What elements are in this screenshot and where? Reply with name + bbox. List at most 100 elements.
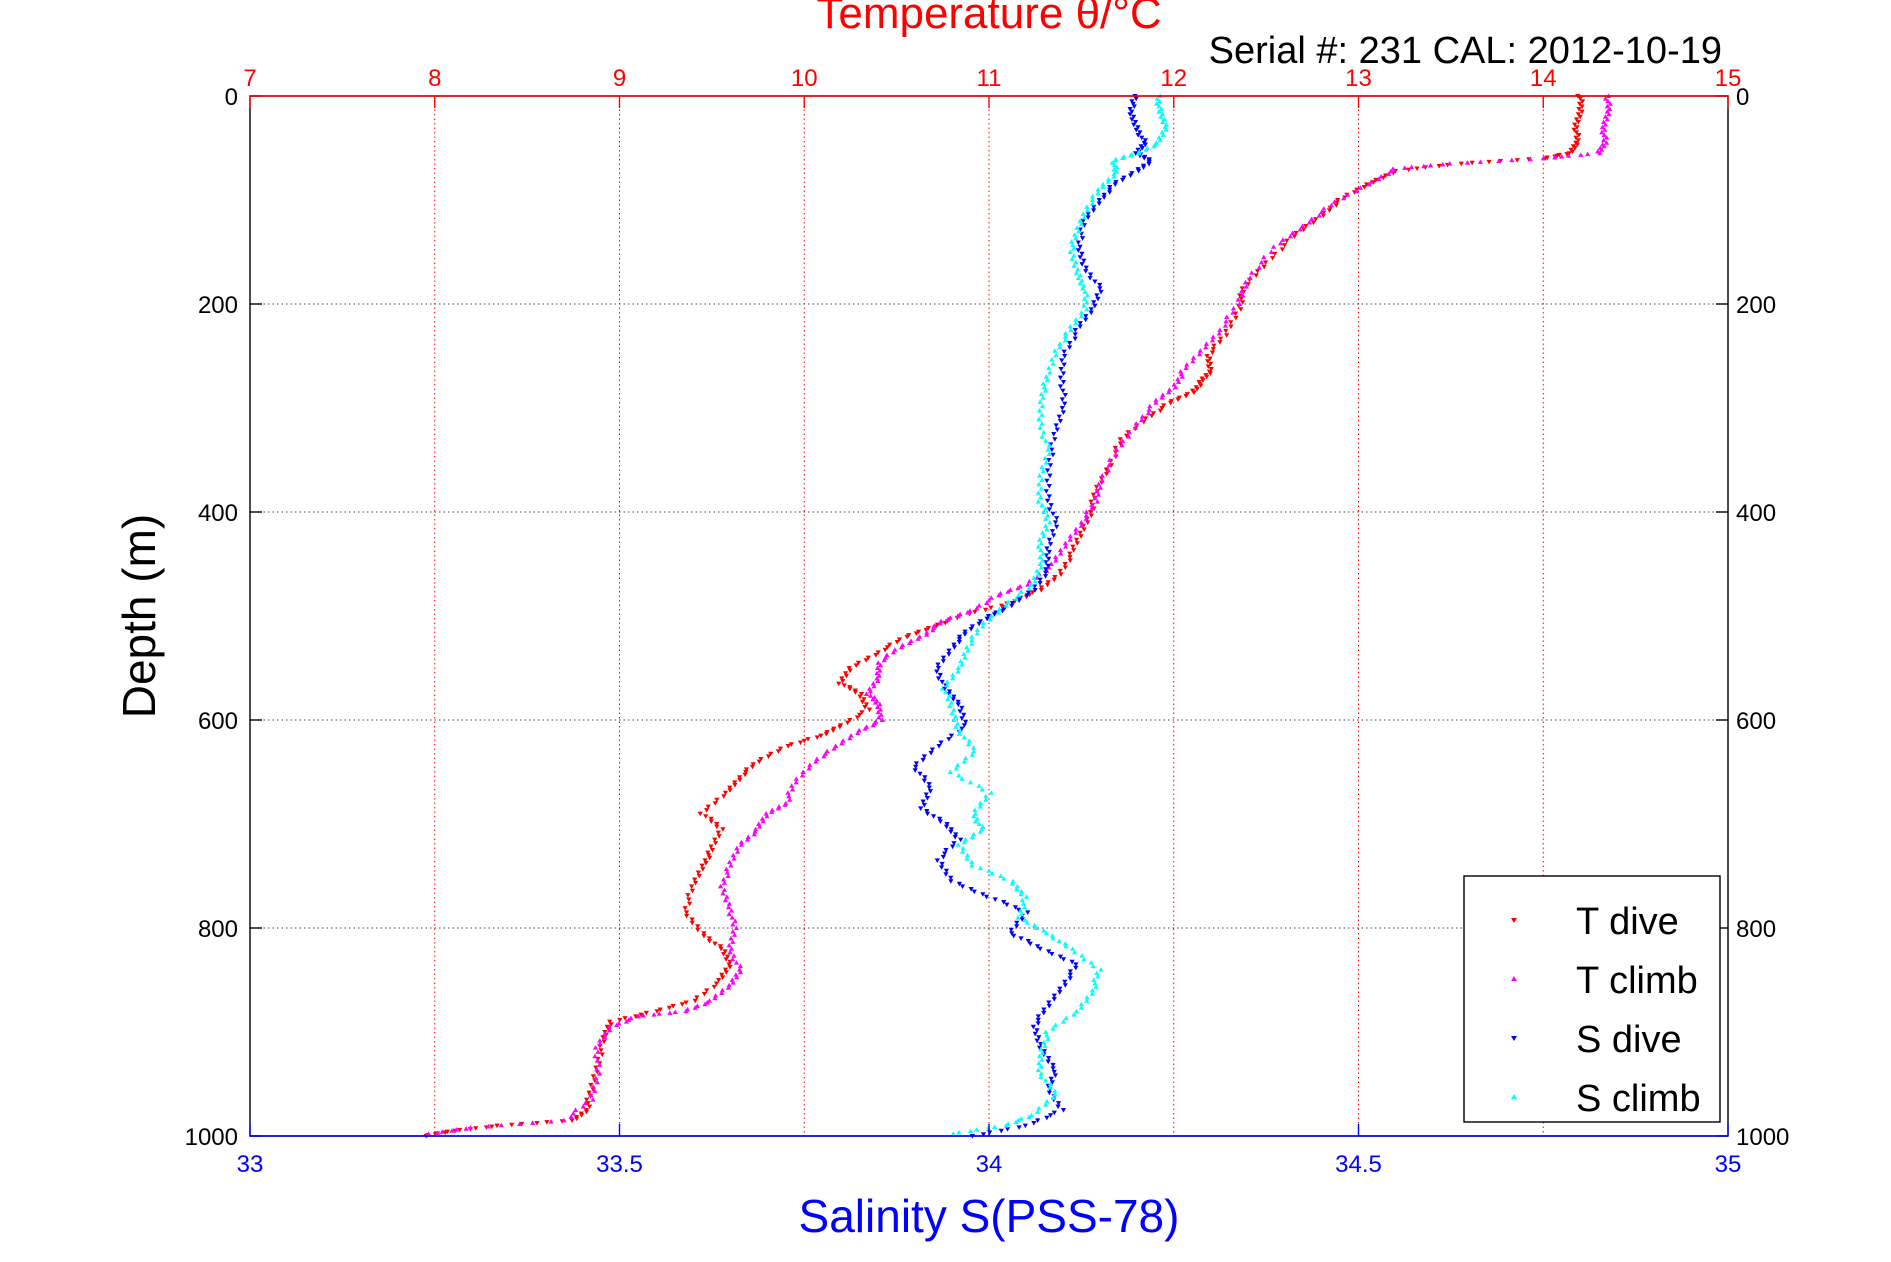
data-point	[1025, 590, 1032, 596]
data-point	[1081, 258, 1087, 264]
data-point	[1036, 1035, 1042, 1040]
data-point	[544, 1120, 550, 1125]
data-point	[1039, 502, 1045, 508]
depth-tick-label-right: 1000	[1736, 1124, 1789, 1151]
data-point	[1089, 502, 1095, 508]
data-point	[623, 1019, 630, 1024]
data-point	[1390, 166, 1396, 171]
data-point	[1132, 425, 1139, 430]
data-point	[1077, 244, 1083, 250]
data-point	[959, 705, 965, 711]
data-point	[724, 954, 731, 960]
data-point	[1160, 392, 1166, 397]
data-point	[1109, 160, 1115, 165]
data-point	[1318, 209, 1325, 215]
data-point	[1004, 1127, 1011, 1132]
data-point	[1211, 343, 1217, 349]
data-point	[986, 868, 992, 873]
data-point	[1183, 393, 1189, 399]
data-point	[1089, 505, 1095, 511]
data-point	[967, 1128, 974, 1134]
data-point	[738, 842, 744, 847]
data-point	[996, 606, 1003, 612]
data-point	[602, 1031, 608, 1036]
data-point	[756, 759, 762, 765]
data-point	[731, 856, 737, 861]
data-point	[683, 910, 690, 915]
data-point	[1087, 272, 1094, 278]
data-point	[734, 845, 740, 851]
temperature-tick-label: 13	[1345, 65, 1372, 92]
data-point	[1190, 355, 1197, 360]
data-point	[813, 759, 819, 764]
data-point	[1183, 365, 1189, 371]
data-point	[787, 797, 793, 802]
data-point	[1238, 296, 1244, 302]
data-point	[1112, 157, 1118, 163]
data-point	[1025, 939, 1031, 944]
data-point	[858, 692, 865, 697]
data-point	[799, 772, 805, 778]
data-point	[1050, 452, 1056, 458]
data-point	[1335, 198, 1341, 203]
data-point	[1047, 1113, 1054, 1118]
data-point	[1084, 998, 1090, 1003]
data-point	[1160, 132, 1166, 137]
y-axis-label: Depth (m)	[113, 514, 165, 718]
data-point	[1205, 364, 1211, 369]
data-point	[937, 620, 943, 626]
data-point	[1009, 881, 1016, 886]
data-point	[1604, 116, 1610, 122]
data-point	[1044, 1115, 1050, 1121]
data-point	[939, 679, 945, 685]
data-point	[712, 995, 718, 1001]
data-point	[1037, 581, 1043, 586]
data-point	[1036, 1053, 1043, 1059]
data-point	[1040, 468, 1046, 474]
data-point	[1176, 379, 1182, 384]
data-point	[667, 1010, 673, 1015]
data-point	[921, 754, 927, 759]
data-point	[689, 888, 696, 894]
data-point	[1043, 930, 1049, 936]
data-point	[1003, 1123, 1009, 1128]
data-point	[1039, 477, 1045, 482]
data-point	[961, 651, 967, 657]
data-point	[971, 813, 977, 819]
data-point	[878, 712, 884, 717]
data-point	[956, 637, 963, 642]
data-point	[805, 737, 811, 742]
data-point	[1256, 265, 1262, 270]
data-point	[1028, 582, 1035, 587]
data-point	[1114, 164, 1120, 170]
data-point	[955, 762, 961, 768]
data-point	[729, 956, 736, 962]
data-point	[1120, 177, 1126, 183]
data-point	[1108, 463, 1115, 468]
data-point	[1078, 313, 1084, 319]
data-point	[1047, 473, 1053, 479]
data-point	[977, 619, 984, 624]
data-point	[1091, 977, 1097, 982]
data-point	[961, 723, 968, 728]
data-point	[1126, 429, 1133, 435]
data-point	[793, 776, 799, 781]
data-point	[617, 1017, 623, 1023]
data-point	[934, 858, 940, 863]
data-point	[1279, 247, 1285, 252]
data-point	[1573, 130, 1580, 135]
data-point	[530, 1120, 536, 1125]
data-point	[1044, 526, 1050, 532]
temperature-tick-label: 7	[243, 65, 256, 92]
data-point	[951, 841, 957, 846]
data-point	[1579, 109, 1585, 115]
data-point	[831, 746, 837, 751]
data-point	[604, 1024, 610, 1030]
data-point	[1057, 419, 1064, 424]
legend-marker	[1511, 918, 1517, 923]
data-point	[1580, 99, 1586, 104]
data-point	[1093, 984, 1099, 989]
data-point	[727, 788, 733, 793]
data-point	[1099, 478, 1105, 483]
data-point	[731, 953, 737, 958]
